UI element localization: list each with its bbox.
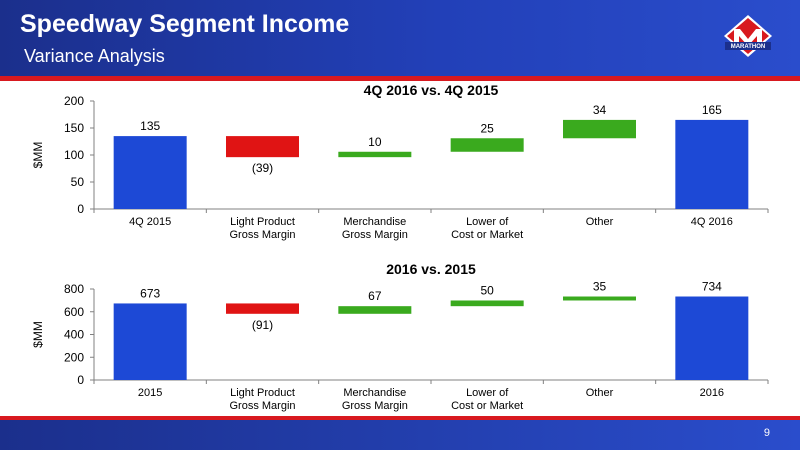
data-label: (39) (252, 161, 273, 175)
increase-bar (450, 300, 524, 307)
page-number: 9 (763, 427, 770, 439)
x-tick-label: Other (586, 216, 614, 228)
header-accent-line (0, 76, 800, 81)
y-tick-label: 0 (77, 373, 84, 387)
slide-subtitle: Variance Analysis (24, 46, 165, 66)
x-tick-label: 4Q 2016 (691, 216, 733, 228)
data-label: 10 (368, 135, 382, 149)
total-bar (113, 303, 187, 380)
data-label: 50 (480, 283, 494, 297)
increase-bar (338, 151, 412, 158)
chart-title: 2016 vs. 2015 (386, 261, 476, 277)
data-label: 25 (480, 121, 494, 135)
data-label: 135 (140, 119, 160, 133)
decrease-bar (226, 303, 299, 314)
decrease-bar (226, 136, 299, 158)
data-label: 35 (593, 280, 607, 294)
increase-bar (338, 306, 412, 314)
svg-text:MARATHON: MARATHON (731, 44, 766, 50)
slide-title: Speedway Segment Income (20, 10, 350, 38)
y-tick-label: 0 (77, 202, 84, 216)
footer-accent-line (0, 416, 800, 420)
waterfall-chart-annual: 2016 vs. 2015 0 200 400 600 800 $MM 2015 Light P… (31, 261, 769, 412)
x-tick-label: Merchandise Gross Margin (342, 387, 408, 412)
y-tick-label: 100 (64, 148, 84, 162)
increase-bar (450, 138, 524, 152)
data-label: 34 (593, 103, 607, 117)
y-tick-label: 400 (64, 328, 84, 342)
x-tick-label: 2015 (138, 387, 162, 399)
x-tick-label: Lower of Cost or Market (451, 216, 523, 241)
data-label: 165 (702, 103, 722, 117)
marathon-logo-icon: MARATHON (724, 15, 772, 57)
total-bar (675, 296, 749, 380)
x-tick-label: Light Product Gross Margin (229, 216, 295, 241)
x-tick-label: Lower of Cost or Market (451, 387, 523, 412)
y-axis-label: $MM (31, 142, 45, 169)
slide-header: Speedway Segment Income Variance Analysi… (0, 0, 800, 76)
data-label: 734 (702, 280, 722, 294)
y-tick-label: 800 (64, 282, 84, 296)
total-bar (113, 136, 187, 209)
total-bar (675, 119, 749, 209)
increase-bar (563, 296, 636, 301)
waterfall-chart-quarterly: 4Q 2016 vs. 4Q 2015 0 50 100 150 200 $MM 4Q 201… (31, 82, 769, 241)
x-tick-label: 4Q 2015 (129, 216, 171, 228)
data-label: (91) (252, 318, 273, 332)
y-tick-label: 200 (64, 94, 84, 108)
slide-footer (0, 420, 800, 450)
data-label: 673 (140, 286, 160, 300)
increase-bar (563, 119, 636, 139)
x-tick-label: 2016 (700, 387, 724, 399)
x-tick-label: Light Product Gross Margin (229, 387, 295, 412)
y-tick-label: 150 (64, 121, 84, 135)
y-tick-label: 200 (64, 350, 84, 364)
x-tick-label: Merchandise Gross Margin (342, 216, 408, 241)
y-axis-label: $MM (31, 321, 45, 348)
y-tick-label: 50 (71, 175, 85, 189)
chart-title: 4Q 2016 vs. 4Q 2015 (364, 82, 499, 98)
x-tick-label: Other (586, 387, 614, 399)
y-tick-label: 600 (64, 305, 84, 319)
data-label: 67 (368, 289, 382, 303)
